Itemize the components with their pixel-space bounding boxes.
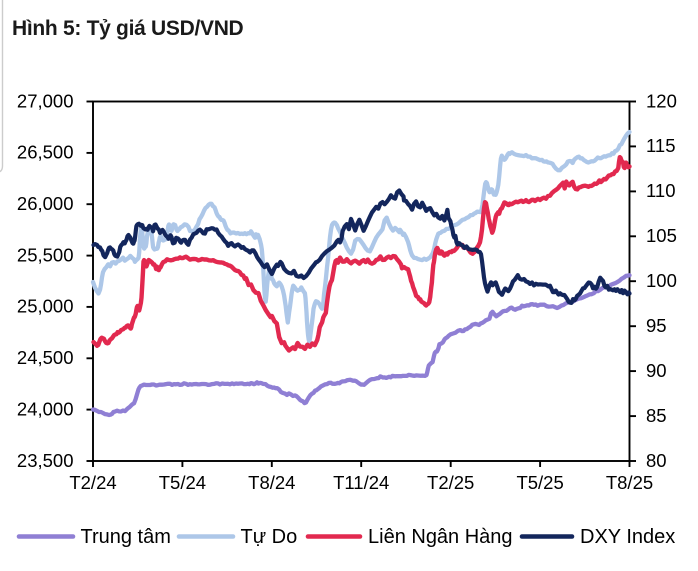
svg-text:T8/24: T8/24 <box>248 472 295 493</box>
svg-text:25,500: 25,500 <box>17 244 74 265</box>
svg-text:100: 100 <box>646 270 677 291</box>
svg-text:26,000: 26,000 <box>17 193 74 214</box>
svg-text:T2/24: T2/24 <box>69 472 116 493</box>
svg-text:80: 80 <box>646 450 667 471</box>
svg-text:26,500: 26,500 <box>17 142 74 163</box>
svg-text:24,000: 24,000 <box>17 398 74 419</box>
svg-text:Liên Ngân Hàng: Liên Ngân Hàng <box>368 526 513 548</box>
svg-text:Trung tâm: Trung tâm <box>81 526 171 548</box>
svg-text:Tự Do: Tự Do <box>241 526 298 548</box>
svg-text:105: 105 <box>646 225 677 246</box>
svg-text:120: 120 <box>646 90 677 111</box>
svg-text:24,500: 24,500 <box>17 347 74 368</box>
svg-text:23,500: 23,500 <box>17 450 74 471</box>
svg-text:115: 115 <box>646 135 676 156</box>
svg-text:T5/25: T5/25 <box>516 472 563 493</box>
svg-text:90: 90 <box>646 360 667 381</box>
svg-text:T11/24: T11/24 <box>333 472 389 493</box>
svg-text:Hình 5: Tỷ giá USD/VND: Hình 5: Tỷ giá USD/VND <box>12 17 244 40</box>
svg-text:25,000: 25,000 <box>17 296 74 317</box>
svg-text:T2/25: T2/25 <box>427 472 474 493</box>
svg-text:T8/25: T8/25 <box>606 472 653 493</box>
svg-text:DXY Index: DXY Index <box>580 526 675 548</box>
svg-text:T5/24: T5/24 <box>159 472 206 493</box>
svg-text:110: 110 <box>646 180 676 201</box>
svg-text:27,000: 27,000 <box>17 90 74 111</box>
svg-text:85: 85 <box>646 405 667 426</box>
svg-text:95: 95 <box>646 315 667 336</box>
